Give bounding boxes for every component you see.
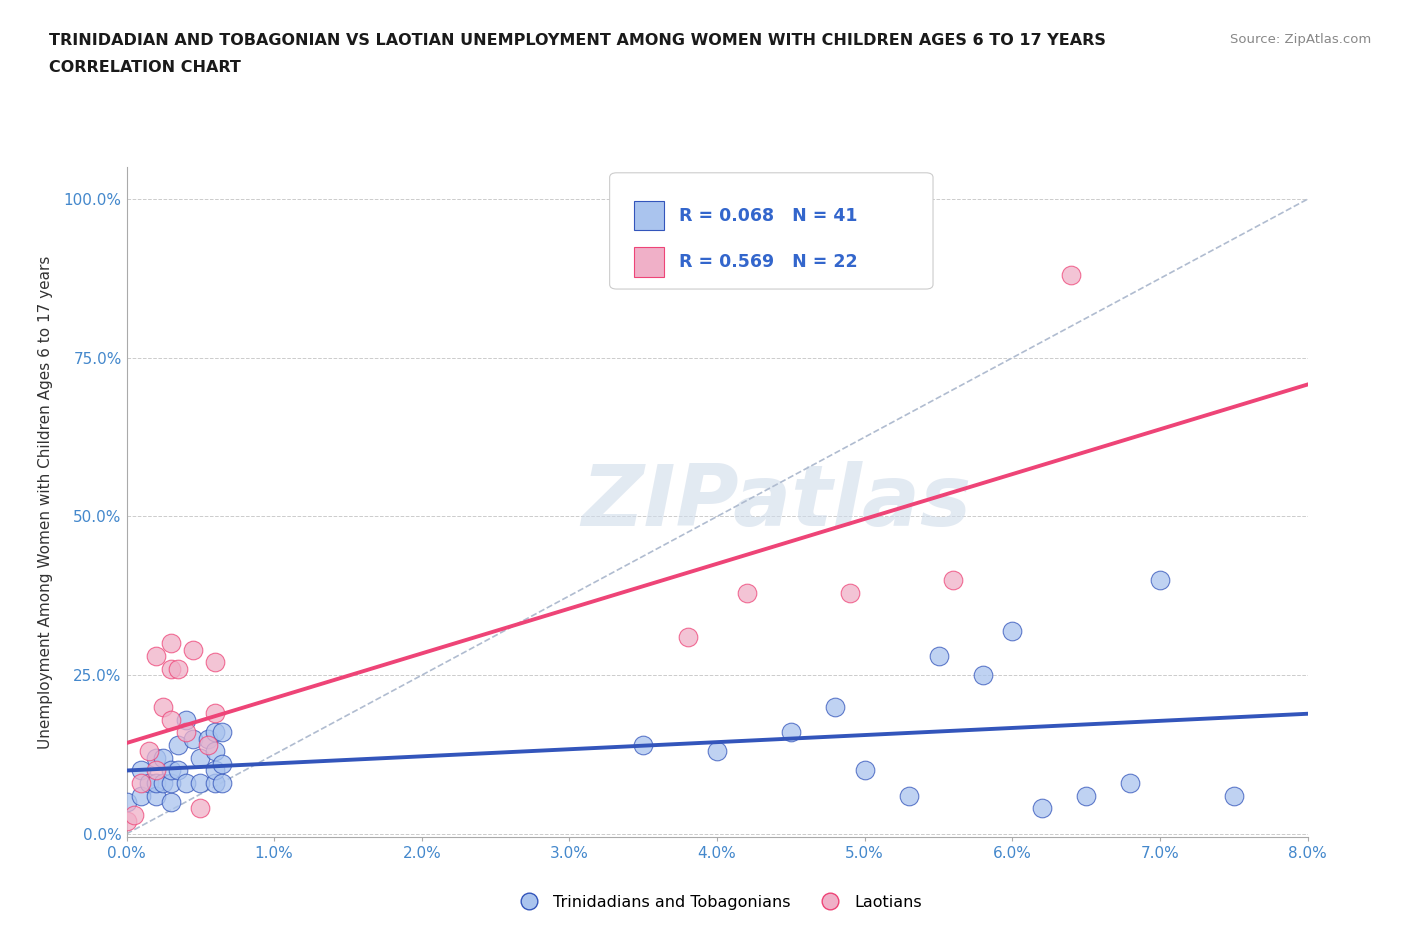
Point bbox=[1119, 776, 1142, 790]
Point bbox=[152, 751, 174, 765]
Point bbox=[145, 776, 167, 790]
Text: CORRELATION CHART: CORRELATION CHART bbox=[49, 60, 240, 75]
Point bbox=[129, 776, 153, 790]
Point bbox=[824, 699, 846, 714]
Point bbox=[138, 776, 160, 790]
Point bbox=[1076, 789, 1098, 804]
Point bbox=[145, 789, 167, 804]
Point bbox=[138, 744, 160, 759]
Point bbox=[1031, 801, 1053, 816]
Point bbox=[160, 712, 183, 727]
Text: ZIPatlas: ZIPatlas bbox=[581, 460, 972, 544]
Point bbox=[174, 776, 197, 790]
Point bbox=[204, 763, 226, 777]
Point bbox=[188, 801, 211, 816]
Point bbox=[204, 706, 226, 721]
Point bbox=[167, 737, 190, 752]
Point bbox=[152, 776, 174, 790]
Y-axis label: Unemployment Among Women with Children Ages 6 to 17 years: Unemployment Among Women with Children A… bbox=[38, 256, 52, 749]
Point bbox=[928, 648, 950, 663]
Point bbox=[115, 814, 138, 829]
Point bbox=[204, 744, 226, 759]
Point bbox=[145, 751, 167, 765]
Point bbox=[160, 636, 183, 651]
Point bbox=[197, 737, 219, 752]
Point bbox=[735, 585, 758, 600]
Point bbox=[211, 724, 233, 739]
Point bbox=[188, 751, 211, 765]
Legend: Trinidadians and Tobagonians, Laotians: Trinidadians and Tobagonians, Laotians bbox=[506, 888, 928, 916]
Point bbox=[160, 661, 183, 676]
Point bbox=[633, 737, 655, 752]
Point bbox=[1001, 623, 1024, 638]
Text: R = 0.068   N = 41: R = 0.068 N = 41 bbox=[679, 206, 858, 224]
Point bbox=[160, 776, 183, 790]
Point bbox=[145, 763, 167, 777]
Point bbox=[145, 648, 167, 663]
Point bbox=[204, 776, 226, 790]
Point bbox=[197, 731, 219, 746]
Point bbox=[942, 573, 965, 588]
Point bbox=[174, 712, 197, 727]
Point bbox=[181, 643, 204, 658]
Point bbox=[188, 776, 211, 790]
Point bbox=[706, 744, 728, 759]
Text: TRINIDADIAN AND TOBAGONIAN VS LAOTIAN UNEMPLOYMENT AMONG WOMEN WITH CHILDREN AGE: TRINIDADIAN AND TOBAGONIAN VS LAOTIAN UN… bbox=[49, 33, 1107, 47]
Point bbox=[1149, 573, 1171, 588]
Point bbox=[897, 789, 920, 804]
Point bbox=[204, 724, 226, 739]
Point bbox=[152, 699, 174, 714]
Point bbox=[160, 794, 183, 809]
Point bbox=[167, 763, 190, 777]
Text: R = 0.569   N = 22: R = 0.569 N = 22 bbox=[679, 253, 858, 271]
Point bbox=[676, 630, 699, 644]
Point bbox=[838, 585, 860, 600]
Point bbox=[167, 661, 190, 676]
Point bbox=[174, 724, 197, 739]
Point bbox=[129, 763, 153, 777]
Point bbox=[204, 655, 226, 670]
Point bbox=[972, 668, 994, 683]
Point bbox=[853, 763, 876, 777]
Point bbox=[115, 794, 138, 809]
Point bbox=[1222, 789, 1246, 804]
Point bbox=[129, 789, 153, 804]
Point bbox=[1060, 268, 1083, 283]
Point bbox=[122, 807, 145, 822]
Text: Source: ZipAtlas.com: Source: ZipAtlas.com bbox=[1230, 33, 1371, 46]
Point bbox=[160, 763, 183, 777]
Point bbox=[211, 757, 233, 772]
Point bbox=[779, 724, 801, 739]
Point bbox=[211, 776, 233, 790]
Point bbox=[181, 731, 204, 746]
